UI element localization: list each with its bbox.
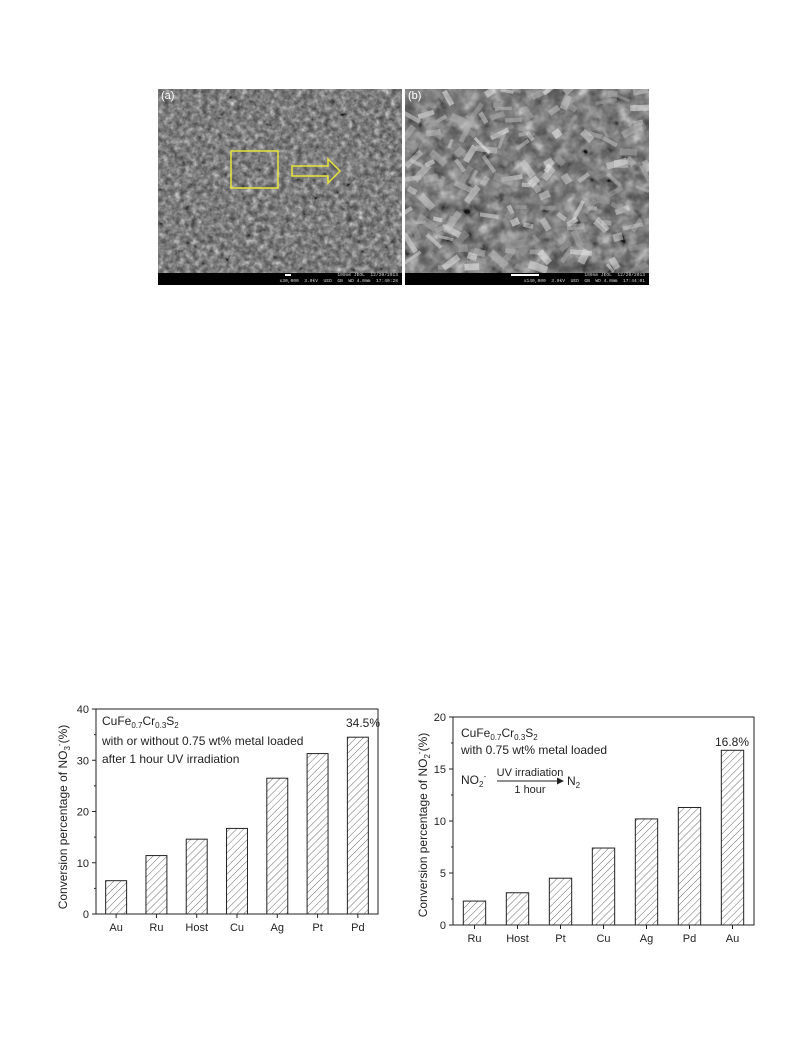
sem-texture-a xyxy=(158,89,402,273)
bar xyxy=(306,753,329,915)
max-annotation: 34.5% xyxy=(346,716,380,730)
plot-area: 0 10 20 30 40 Au Ru Host Cu Ag Pt Pd xyxy=(77,704,379,934)
product: N2 xyxy=(567,774,581,790)
bar xyxy=(505,892,530,926)
y-tick-label: 5 xyxy=(440,868,446,880)
max-annotation: 16.8% xyxy=(715,735,749,749)
note-line-1: with 0.75 wt% metal loaded xyxy=(460,743,607,757)
x-tick-label: Ru xyxy=(467,933,481,945)
x-tick-label: Host xyxy=(185,922,208,934)
bar xyxy=(677,806,702,926)
y-tick-label: 0 xyxy=(83,909,89,921)
arrow-icon xyxy=(291,157,342,185)
highlight-box xyxy=(230,150,279,189)
x-tick-label: Pd xyxy=(683,933,696,945)
sem-image-b: (b) 100nm JEOL 12/20/2013 x140,000 3.0kV… xyxy=(405,89,649,285)
sem-info-line1: 100nm JEOL 12/20/2013 xyxy=(337,273,398,278)
y-tick-label: 0 xyxy=(440,920,446,932)
formula-label: CuFe0.7Cr0.3S2 xyxy=(461,726,538,742)
bar xyxy=(346,736,369,915)
formula-label: CuFe0.7Cr0.3S2 xyxy=(102,714,179,730)
note-line-1: with or without 0.75 wt% metal loaded xyxy=(101,734,303,748)
bar xyxy=(462,900,487,926)
x-tick-label: Au xyxy=(109,922,122,934)
x-tick-label: Pt xyxy=(312,922,322,934)
sem-info-line2: x30,000 3.0kV UED GB WD 4.0mm 17:40:28 xyxy=(279,279,398,284)
x-tick-label: Ag xyxy=(271,922,284,934)
y-tick-label: 40 xyxy=(77,704,89,716)
y-axis-label: Conversion percentage of NO2-(%) xyxy=(415,733,432,918)
sem-info-bar-a: 100nm JEOL 12/20/2013 x30,000 3.0kV UED … xyxy=(158,273,402,285)
y-tick-label: 20 xyxy=(77,807,89,819)
bar-chart-nitrate: CuFe0.7Cr0.3S2 with or without 0.75 wt% … xyxy=(55,704,380,934)
reaction-scheme: NO2- UV irradiation 1 hour N2 xyxy=(461,767,581,796)
reaction-below: 1 hour xyxy=(514,784,546,796)
x-tick-label: Cu xyxy=(596,933,610,945)
bar-chart-nitrite: CuFe0.7Cr0.3S2 with 0.75 wt% metal loade… xyxy=(415,712,755,945)
bar xyxy=(266,777,289,915)
scale-bar xyxy=(285,274,291,276)
bar xyxy=(720,749,745,926)
reaction-above: UV irradiation xyxy=(497,767,564,779)
bar xyxy=(105,880,128,915)
bar xyxy=(634,818,659,926)
y-tick-label: 15 xyxy=(434,764,446,776)
note-line-2: after 1 hour UV irradiation xyxy=(102,752,239,766)
bar xyxy=(145,855,168,915)
reactant: NO2- xyxy=(461,772,486,789)
x-tick-label: Host xyxy=(506,933,529,945)
bar xyxy=(548,877,573,926)
bar xyxy=(591,847,616,926)
scale-bar xyxy=(511,274,539,276)
y-axis-label: Conversion percentage of NO3-(%) xyxy=(55,725,72,910)
platelets xyxy=(405,89,649,274)
x-tick-label: Pd xyxy=(351,922,364,934)
x-tick-label: Ag xyxy=(640,933,653,945)
bar xyxy=(185,838,208,915)
y-tick-label: 10 xyxy=(77,858,89,870)
y-tick-label: 20 xyxy=(434,712,446,724)
plot-area: 0 5 10 15 20 Ru Host Pt Cu Ag Pd Au xyxy=(434,712,755,945)
sem-info-line2: x140,000 3.0kV UED GB WD 4.0mm 17:44:01 xyxy=(523,279,645,284)
x-tick-label: Cu xyxy=(230,922,244,934)
x-tick-label: Pt xyxy=(555,933,565,945)
sem-info-bar-b: 100nm JEOL 12/20/2013 x140,000 3.0kV UED… xyxy=(405,273,649,285)
bar xyxy=(226,827,248,915)
sem-image-a: (a) 100nm JEOL 12/20/2013 x30,000 3.0kV … xyxy=(158,89,402,285)
sem-texture-b xyxy=(405,89,649,274)
x-tick-label: Ru xyxy=(149,922,163,934)
y-tick-label: 30 xyxy=(77,755,89,767)
x-tick-label: Au xyxy=(726,933,739,945)
panel-label-a: (a) xyxy=(161,90,175,102)
y-tick-label: 10 xyxy=(434,816,446,828)
panel-label-b: (b) xyxy=(408,90,422,102)
sem-info-line1: 100nm JEOL 12/20/2013 xyxy=(584,273,645,278)
arrow-head-icon xyxy=(557,777,564,785)
